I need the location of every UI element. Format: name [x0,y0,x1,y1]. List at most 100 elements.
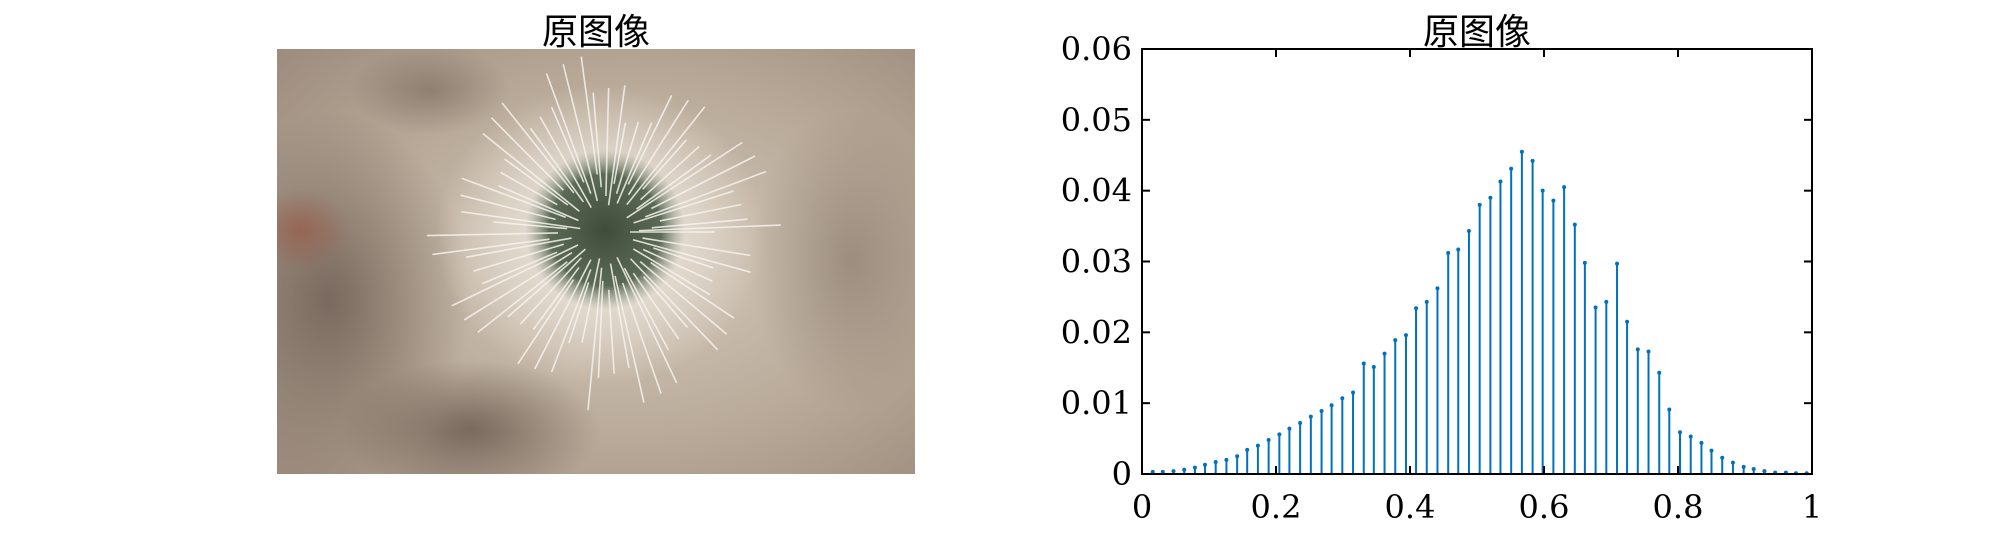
cactus-spine [627,95,673,185]
stem-marker [1182,467,1187,472]
y-tick-label: 0.06 [1061,30,1132,68]
stem-marker [1319,408,1324,413]
stem-marker [1678,430,1683,435]
cactus-spine [642,276,688,328]
cactus-spine [659,203,742,222]
cactus-spine [636,154,712,210]
cactus-spine [609,263,630,369]
stem-marker [1202,462,1207,467]
cactus-spine [626,106,706,206]
stem-marker [1160,469,1165,474]
stem-marker [1709,448,1714,453]
cactus-spine [504,158,569,206]
stem-marker [1751,467,1756,472]
stem-marker [1582,260,1587,265]
x-tick-label: 0.2 [1251,488,1302,526]
x-tick-label: 1 [1802,488,1822,526]
cactus-spine [633,190,734,224]
stem-marker [1657,370,1662,375]
cactus-spine [632,248,711,296]
cactus-spine [644,170,767,218]
stem-marker [1308,414,1313,419]
cactus-spine [461,210,581,230]
stem-marker [1635,347,1640,352]
stem-marker [1530,158,1535,163]
stem-marker [1509,166,1514,171]
stem-marker [1720,455,1725,460]
stem-marker [1699,440,1704,445]
cactus-spine [550,269,592,373]
stem-marker [1277,432,1282,437]
stem-marker [1519,149,1524,154]
cactus-spine [477,261,568,333]
cactus-spine [507,248,586,318]
stem-marker [1762,469,1767,474]
stem-marker [1615,261,1620,266]
stem-marker [1466,229,1471,234]
stem-marker [1255,443,1260,448]
cactus-spine [482,251,558,285]
cactus-spine [607,289,615,374]
x-axis: 0 0.2 0.4 0.6 0.8 1 [1132,49,1822,526]
stem-marker [1150,469,1155,474]
cactus-spine [493,221,568,230]
cactus-spine [539,116,592,209]
cactus-spine [592,92,603,188]
stem-marker [1266,438,1271,442]
cactus-spine [642,139,688,190]
stem-marker [1287,426,1292,431]
cactus-spine [651,155,756,210]
y-axis: 0 0.01 0.02 0.03 0.04 0.05 0.06 [1061,30,1812,493]
x-tick-label: 0.4 [1385,488,1436,526]
stem-marker [1572,222,1577,227]
stem-marker [1329,403,1334,408]
cactus-spine [517,279,575,365]
stem-series [1150,149,1809,476]
cactus-spine [639,260,728,335]
cactus-spine [653,247,714,269]
x-tick-label: 0.6 [1519,488,1570,526]
x-tick-label: 0 [1132,488,1152,526]
y-tick-label: 0 [1112,455,1132,493]
cactus-spine [626,141,743,219]
stem-marker [1446,251,1451,255]
left-panel-title: 原图像 [542,12,650,53]
cactus-spine [623,267,670,351]
cactus-spine [490,117,564,191]
cactus-spine [605,88,610,197]
x-tick-label: 0.8 [1653,488,1704,526]
stem-marker [1340,396,1345,401]
cactus-spine [632,238,751,273]
stem-marker [1646,349,1651,354]
cactus-spine [451,244,579,307]
cactus-spine [568,282,590,344]
stem-marker [1424,299,1429,304]
stem-marker [1435,286,1440,291]
y-tick-label: 0.05 [1061,101,1132,139]
cactus-spine [580,56,599,175]
cactus-spine [607,85,626,206]
stem-marker [1730,460,1735,465]
cactus-spine [466,237,572,258]
cactus-spine [638,224,781,232]
cactus-spine [642,237,751,257]
stem-marker [1171,469,1176,474]
cactus-spine [615,121,640,194]
stem-marker [1593,305,1598,310]
cactus-spine [427,232,559,237]
y-tick-label: 0.03 [1061,243,1132,281]
cactus-spine [651,218,748,229]
cactus-spine [632,272,680,340]
cactus-spine [616,122,653,204]
cactus-spine [550,106,585,183]
stem-marker [1488,195,1493,200]
cactus-spine [529,127,585,203]
cactus-spine [616,256,678,384]
stem-marker [1235,454,1240,459]
cactus-spine [629,258,719,351]
stem-marker [1371,365,1376,370]
photo-cactus [277,49,915,474]
cactus-spine [532,266,580,330]
stem-marker [1224,457,1229,462]
stem-marker [1688,434,1693,439]
